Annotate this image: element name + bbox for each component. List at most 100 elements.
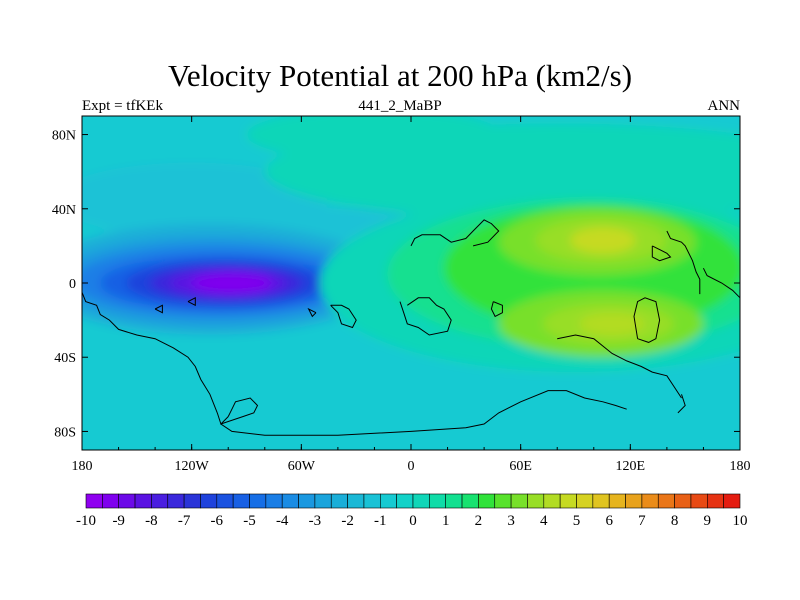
colorbar-label: 1 bbox=[442, 513, 450, 529]
colorbar-swatch bbox=[445, 493, 463, 509]
x-tick-label: 120W bbox=[175, 459, 210, 474]
coast-southern-africa bbox=[399, 297, 452, 336]
colorbar: -10 -9 -8 -7 -6 -5 -4 -3 -2 -1 0 1 2 3 4 5 6 7 8 9 10 bbox=[76, 493, 748, 529]
experiment-label: Expt = tfKEk bbox=[82, 98, 163, 114]
colorbar-swatch bbox=[608, 493, 626, 509]
colorbar-swatch bbox=[330, 493, 348, 509]
coast-cape-horn bbox=[216, 397, 259, 425]
colorbar-label: -3 bbox=[309, 513, 322, 529]
colorbar-swatch bbox=[690, 493, 708, 509]
colorbar-swatch bbox=[396, 493, 414, 509]
colorbar-label: 9 bbox=[704, 513, 712, 529]
colorbar-swatch bbox=[412, 493, 430, 509]
colorbar-label: -4 bbox=[276, 513, 289, 529]
colorbar-swatch bbox=[510, 493, 528, 509]
colorbar-swatch bbox=[167, 493, 185, 509]
colorbar-label: -5 bbox=[243, 513, 256, 529]
y-tick-label: 0 bbox=[69, 277, 76, 292]
coast-south-america-west bbox=[82, 292, 218, 414]
y-tick-label: 40N bbox=[52, 203, 76, 218]
colorbar-label: 0 bbox=[409, 513, 417, 529]
coast-indonesia-australia bbox=[633, 297, 661, 343]
contour-region bbox=[246, 116, 503, 161]
colorbar-label: -10 bbox=[76, 513, 96, 529]
colorbar-label: 7 bbox=[638, 513, 646, 529]
colorbar-swatch bbox=[216, 493, 234, 509]
colorbar-swatch bbox=[249, 493, 267, 509]
x-axis: 180 120W 60W 0 60E 120E 180 bbox=[72, 116, 751, 474]
colorbar-label: 10 bbox=[733, 513, 748, 529]
colorbar-swatch bbox=[641, 493, 659, 509]
colorbar-label: -9 bbox=[112, 513, 125, 529]
colorbar-label: -6 bbox=[211, 513, 224, 529]
coast-antarctic-outline bbox=[220, 390, 627, 436]
negative-center bbox=[191, 272, 273, 294]
colorbar-label: -1 bbox=[374, 513, 387, 529]
coast-madagascar bbox=[490, 301, 503, 318]
colorbar-swatch bbox=[200, 493, 218, 509]
colorbar-label: 6 bbox=[605, 513, 613, 529]
coast-southern-ocean-edge bbox=[557, 334, 682, 399]
positive-center-north bbox=[570, 227, 636, 254]
contour-region bbox=[82, 162, 329, 237]
y-tick-label: 80S bbox=[54, 425, 76, 440]
colorbar-swatch bbox=[706, 493, 724, 509]
y-tick-label: 40S bbox=[54, 351, 76, 366]
colorbar-swatch bbox=[85, 493, 103, 509]
colorbar-swatch bbox=[494, 493, 512, 509]
coast-pacific-island-1 bbox=[187, 296, 196, 307]
x-tick-label: 0 bbox=[408, 459, 415, 474]
colorbar-swatch bbox=[625, 493, 643, 509]
colorbar-swatch bbox=[723, 493, 741, 509]
colorbar-swatch bbox=[363, 493, 381, 509]
coast-philippines bbox=[651, 245, 672, 262]
x-tick-label: 60E bbox=[509, 459, 532, 474]
colorbar-swatch bbox=[543, 493, 561, 509]
colorbar-swatch bbox=[102, 493, 119, 509]
coast-west-pacific-islands bbox=[666, 230, 701, 295]
colorbar-swatch bbox=[559, 493, 577, 509]
colorbar-label: 2 bbox=[475, 513, 483, 529]
coast-atlantic-island bbox=[307, 307, 317, 318]
x-tick-label: 180 bbox=[72, 459, 93, 474]
colorbar-label: -2 bbox=[341, 513, 354, 529]
y-axis: 80N 40N 0 40S 80S bbox=[52, 129, 740, 440]
colorbar-swatch bbox=[232, 493, 250, 509]
y-tick-label: 80N bbox=[52, 129, 76, 144]
colorbar-swatch bbox=[265, 493, 283, 509]
colorbar-swatch bbox=[298, 493, 316, 509]
colorbar-swatch bbox=[592, 493, 610, 509]
colorbar-swatch bbox=[429, 493, 447, 509]
coastlines bbox=[82, 219, 740, 436]
coast-tasmania bbox=[677, 394, 686, 414]
colorbar-label: 4 bbox=[540, 513, 548, 529]
colorbar-swatch bbox=[151, 493, 169, 509]
coast-brazil-bulge bbox=[330, 304, 357, 329]
page-title: Velocity Potential at 200 hPa (km2/s) bbox=[167, 58, 633, 93]
positive-center-south bbox=[579, 312, 645, 335]
colorbar-label: -8 bbox=[145, 513, 158, 529]
colorbar-swatch bbox=[281, 493, 299, 509]
colorbar-label: 5 bbox=[573, 513, 581, 529]
coast-north-africa bbox=[410, 219, 500, 247]
colorbar-swatch bbox=[657, 493, 675, 509]
contour-field bbox=[82, 116, 740, 450]
colorbar-swatch bbox=[118, 493, 136, 509]
colorbar-label: 8 bbox=[671, 513, 679, 529]
colorbar-label: 3 bbox=[507, 513, 515, 529]
colorbar-swatch bbox=[183, 493, 201, 509]
colorbar-swatch bbox=[674, 493, 692, 509]
case-label: 441_2_MaBP bbox=[358, 98, 442, 114]
colorbar-swatch bbox=[576, 493, 594, 509]
x-tick-label: 180 bbox=[730, 459, 751, 474]
coast-pacific-islands bbox=[702, 267, 740, 299]
colorbar-swatch bbox=[461, 493, 479, 509]
colorbar-swatch bbox=[134, 493, 152, 509]
colorbar-swatch bbox=[478, 493, 496, 509]
colorbar-swatch bbox=[314, 493, 332, 509]
colorbar-swatch bbox=[379, 493, 397, 509]
x-tick-label: 60W bbox=[288, 459, 316, 474]
coast-pacific-island-2 bbox=[154, 304, 163, 314]
colorbar-swatch bbox=[527, 493, 545, 509]
